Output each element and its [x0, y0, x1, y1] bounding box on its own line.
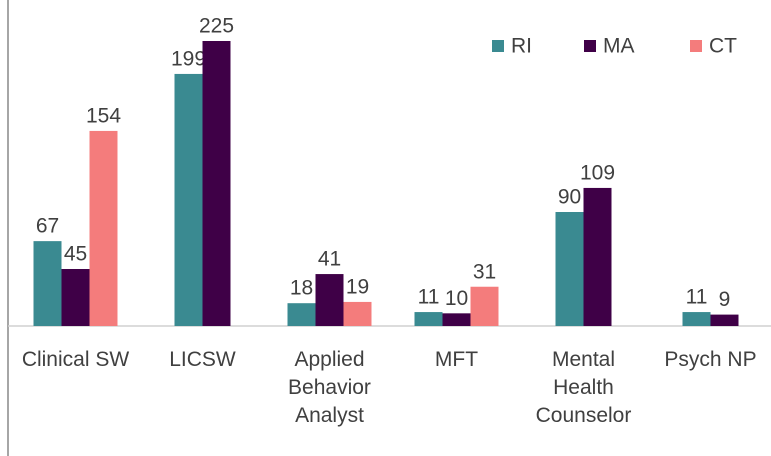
legend-label: MA [603, 35, 635, 58]
x-tick-label: Applied Behavior Analyst [288, 348, 371, 427]
bar [583, 187, 612, 326]
data-label: 45 [64, 243, 87, 266]
data-label: 11 [418, 286, 440, 309]
data-label: 67 [36, 215, 59, 238]
legend-swatch [690, 40, 702, 52]
bar [287, 303, 316, 326]
bar [555, 212, 584, 326]
legend-swatch [584, 40, 596, 52]
data-label: 10 [445, 287, 468, 310]
x-tick-label: LICSW [169, 348, 236, 371]
data-label: 11 [686, 286, 708, 309]
bar [61, 269, 90, 326]
legend-label: RI [511, 35, 532, 58]
x-tick-label: Clinical SW [21, 348, 130, 371]
data-label: 154 [86, 104, 121, 127]
bar [470, 286, 499, 326]
data-label: 225 [199, 15, 234, 38]
bar [343, 301, 372, 326]
bar [174, 73, 203, 326]
bar [89, 130, 118, 326]
bar [202, 41, 231, 326]
data-label: 31 [473, 260, 496, 283]
data-label: 9 [719, 288, 731, 311]
legend-swatch [492, 40, 504, 52]
legend-label: CT [709, 35, 737, 58]
data-label: 90 [558, 186, 581, 209]
bar [442, 313, 471, 326]
data-label: 19 [346, 275, 369, 298]
x-tick-label: MFT [434, 348, 479, 371]
data-label: 109 [580, 161, 615, 184]
bar [710, 314, 739, 326]
data-label: 199 [171, 47, 206, 70]
data-label: 41 [318, 248, 341, 271]
x-tick-label: Mental Health Counselor [535, 348, 632, 427]
data-label: 18 [290, 277, 313, 300]
bar [414, 312, 443, 326]
x-tick-label: Psych NP [664, 348, 757, 371]
bar [682, 312, 711, 326]
bar [33, 241, 62, 326]
bar [315, 274, 344, 326]
